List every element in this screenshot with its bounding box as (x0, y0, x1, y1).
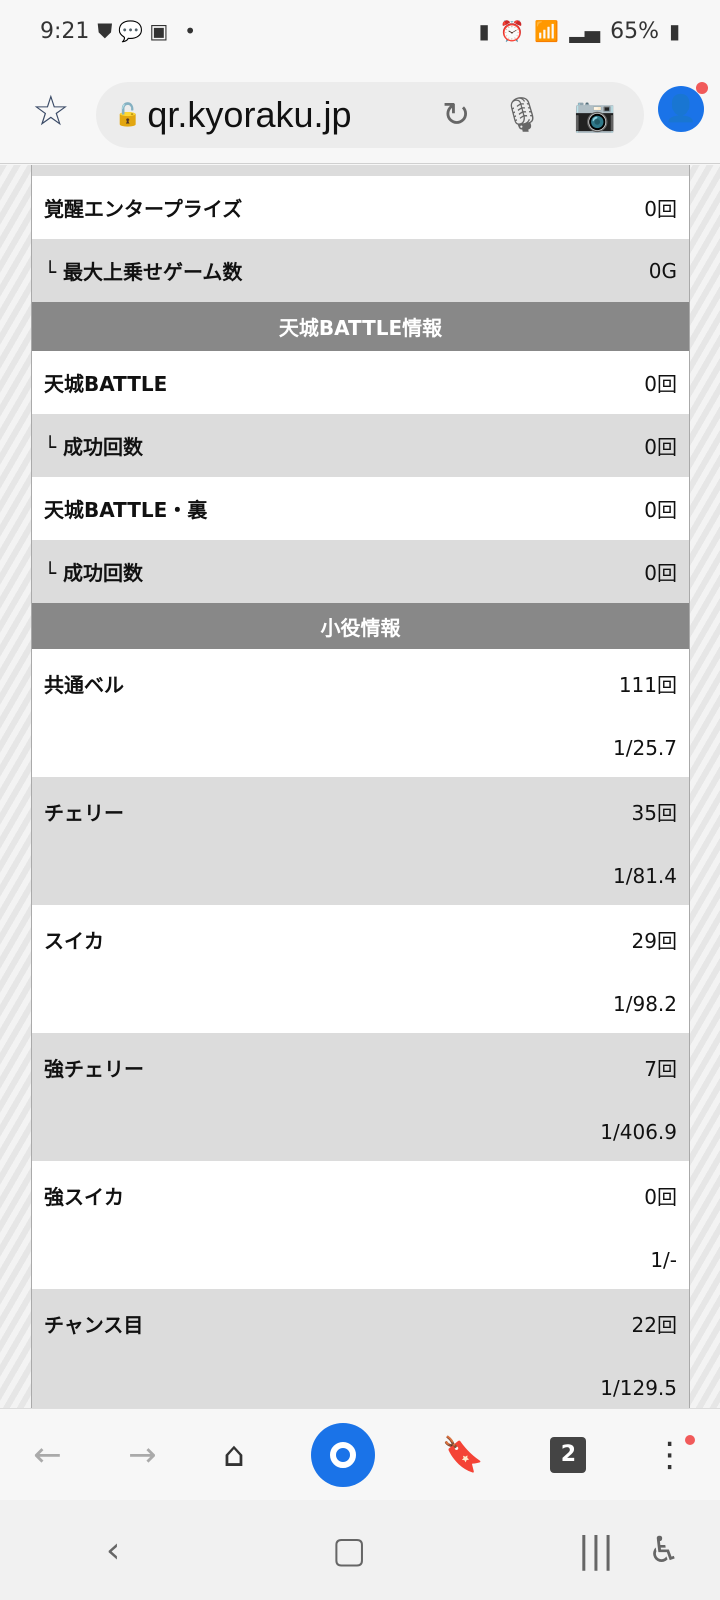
table-row: 天城BATTLE 0回 (32, 351, 689, 414)
person-icon: 👤 (664, 94, 698, 124)
row-value: 0回 (644, 372, 677, 396)
row-label: チャンス目 (44, 1313, 144, 1337)
row-label: └ 成功回数 (44, 435, 144, 459)
table-row: チェリー 35回 1/81.4 (32, 777, 689, 905)
row-label: 強スイカ (44, 1185, 124, 1209)
table-row: └ 最大上乗せゲーム数 0G (32, 239, 689, 302)
menu-icon[interactable]: ⋮ (653, 1434, 695, 1475)
row-probability: 1/98.2 (613, 992, 677, 1016)
data-table: 覚醒エンタープライズ 0回 └ 最大上乗せゲーム数 0G 天城BATTLE情報 天城B… (31, 165, 690, 1408)
notification-dot (684, 1434, 695, 1445)
recent-apps-icon[interactable]: ||| (577, 1529, 615, 1571)
tabs-button[interactable]: 2 (550, 1436, 587, 1473)
row-label: チェリー (44, 801, 124, 825)
partial-row (32, 165, 689, 176)
status-bar: 9:21 ⛊ 💬 ▣ • ▮ ⏰ 📶 ▂▄ 65% ▮ (0, 0, 720, 62)
profile-avatar[interactable]: 👤 (658, 82, 708, 132)
row-probability: 1/25.7 (613, 736, 677, 760)
signal-icon: ▂▄ (569, 19, 601, 43)
row-value: 7回 (644, 1057, 677, 1081)
row-value: 0回 (644, 1185, 677, 1209)
row-label: 天城BATTLE (44, 372, 168, 396)
row-value: 22回 (631, 1313, 677, 1337)
browser-toolbar: ☆ 🔓 qr.kyoraku.jp ↻ 🎙 📷 👤 (0, 62, 720, 164)
row-label: └ 成功回数 (44, 561, 144, 585)
bookmark-star-icon[interactable]: ☆ (32, 86, 70, 135)
message-icon: 💬 (118, 19, 144, 43)
image-icon: ▣ (149, 19, 169, 43)
camera-icon[interactable]: 📷 (573, 95, 616, 135)
table-row: チャンス目 22回 1/129.5 (32, 1289, 689, 1408)
system-back-icon[interactable]: ‹ (105, 1529, 121, 1571)
url-text[interactable]: qr.kyoraku.jp (147, 94, 352, 135)
home-icon[interactable]: ⌂ (223, 1434, 245, 1475)
row-value: 35回 (631, 801, 677, 825)
row-probability: 1/- (650, 1248, 677, 1272)
reload-icon[interactable]: ↻ (441, 95, 471, 135)
row-value: 29回 (631, 929, 677, 953)
dot-icon: • (184, 19, 197, 43)
back-arrow-icon[interactable]: ← (33, 1434, 62, 1475)
row-value: 0回 (644, 498, 677, 522)
row-probability: 1/81.4 (613, 864, 677, 888)
battery-charging-icon: ▮ (668, 19, 680, 43)
row-probability: 1/406.9 (600, 1120, 677, 1144)
circle-icon (330, 1441, 357, 1468)
row-value: 0回 (644, 435, 677, 459)
table-row: スイカ 29回 1/98.2 (32, 905, 689, 1033)
samsung-internet-button[interactable] (311, 1422, 376, 1487)
row-label: スイカ (44, 929, 104, 953)
table-row: └ 成功回数 0回 (32, 540, 689, 603)
microphone-icon[interactable]: 🎙 (500, 95, 544, 135)
row-value: 111回 (618, 673, 677, 697)
row-label: └ 最大上乗せゲーム数 (44, 260, 243, 284)
bookmarks-icon[interactable]: 🔖 (441, 1434, 484, 1475)
row-probability: 1/129.5 (600, 1376, 677, 1400)
accessibility-icon[interactable]: ♿ (647, 1529, 680, 1571)
row-value: 0回 (644, 197, 677, 221)
forward-arrow-icon[interactable]: → (128, 1434, 157, 1475)
row-label: 天城BATTLE・裏 (44, 498, 208, 522)
table-row: └ 成功回数 0回 (32, 414, 689, 477)
table-row: 共通ベル 111回 1/25.7 (32, 649, 689, 777)
address-bar[interactable]: 🔓 qr.kyoraku.jp ↻ 🎙 📷 (96, 82, 644, 148)
battery-saver-icon: ▮ (478, 19, 490, 43)
table-row: 強スイカ 0回 1/- (32, 1161, 689, 1289)
browser-bottom-nav: ← → ⌂ 🔖 2 ⋮ (0, 1408, 720, 1500)
battery-level: 65% (610, 18, 659, 44)
table-row: 天城BATTLE・裏 0回 (32, 477, 689, 540)
row-label: 強チェリー (44, 1057, 144, 1081)
system-nav-bar: ‹ ▢ ||| ♿ (0, 1500, 720, 1600)
row-label: 共通ベル (44, 673, 124, 697)
wifi-icon: 📶 (534, 19, 560, 43)
page-content[interactable]: 覚醒エンタープライズ 0回 └ 最大上乗せゲーム数 0G 天城BATTLE情報 天城B… (0, 165, 720, 1408)
section-header: 天城BATTLE情報 (32, 302, 689, 351)
insecure-lock-icon[interactable]: 🔓 (114, 102, 142, 128)
shield-icon: ⛊ (97, 19, 113, 43)
section-header: 小役情報 (32, 603, 689, 649)
table-row: 強チェリー 7回 1/406.9 (32, 1033, 689, 1161)
notification-dot (696, 82, 708, 94)
alarm-icon: ⏰ (499, 19, 525, 43)
system-home-icon[interactable]: ▢ (331, 1529, 366, 1571)
clock: 9:21 (40, 18, 90, 44)
row-value: 0G (648, 258, 677, 283)
table-row: 覚醒エンタープライズ 0回 (32, 176, 689, 239)
row-label: 覚醒エンタープライズ (44, 197, 243, 221)
row-value: 0回 (644, 561, 677, 585)
